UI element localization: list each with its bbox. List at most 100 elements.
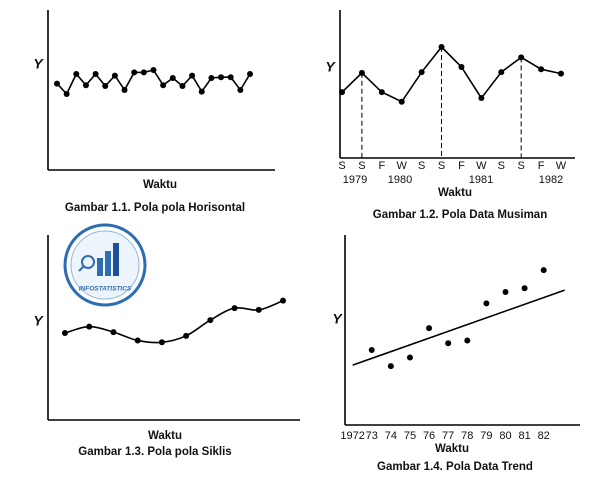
point [150, 67, 157, 73]
caption: Gambar 1.2. Pola Data Musiman [373, 209, 547, 221]
point [134, 337, 141, 344]
y-axis-label: Y [33, 56, 44, 72]
logo-bar [105, 251, 111, 276]
point [207, 317, 214, 324]
x-tick-label: W [397, 160, 408, 172]
x-tick-label: F [538, 160, 545, 172]
point [54, 80, 60, 87]
chart: Y Waktu Gambar 1.1. Pola pola Horisontal [33, 10, 275, 214]
point [398, 98, 405, 105]
point [110, 329, 117, 336]
x-tick-label: F [378, 160, 385, 172]
point [102, 83, 109, 89]
line [64, 299, 284, 344]
point [339, 89, 345, 96]
line [56, 69, 251, 96]
point [121, 87, 128, 93]
x-tick-label: 78 [461, 430, 473, 442]
x-tick-label: 74 [385, 430, 397, 442]
point [73, 71, 80, 77]
caption: Gambar 1.4. Pola Data Trend [377, 461, 533, 473]
point [86, 323, 93, 330]
x-tick-label: 77 [442, 430, 454, 442]
point [521, 285, 528, 292]
y-axis-label: Y [332, 311, 343, 327]
point [558, 70, 564, 77]
chart: Y Waktu Gambar 1.3. Pola pola Siklis [33, 235, 300, 458]
point [387, 363, 394, 370]
x-tick-label: W [556, 160, 567, 172]
point [111, 72, 118, 79]
x-tick-label: S [338, 160, 345, 172]
point [368, 346, 375, 353]
logo-bar [97, 258, 103, 276]
point [189, 72, 196, 79]
point [218, 74, 225, 81]
y-axis-label: Y [325, 59, 336, 75]
point [406, 354, 413, 361]
point [82, 82, 89, 89]
x-axis-label: Waktu [438, 187, 472, 199]
point [518, 54, 525, 61]
x-tick-label: 76 [423, 430, 435, 442]
point [498, 69, 505, 76]
period-label: 1981 [469, 174, 493, 186]
point [418, 69, 425, 76]
x-tick-label: S [358, 160, 365, 172]
y-axis-label: Y [33, 313, 44, 329]
x-tick-label: 82 [538, 430, 550, 442]
x-tick-label: 75 [404, 430, 416, 442]
logo-lens-handle [78, 265, 85, 272]
point [63, 91, 70, 97]
caption: Gambar 1.1. Pola pola Horisontal [65, 202, 245, 214]
x-tick-label: F [458, 160, 465, 172]
point [426, 325, 433, 332]
point [445, 340, 452, 347]
point [464, 337, 471, 344]
point [255, 306, 262, 313]
point [483, 300, 490, 307]
point [92, 71, 99, 77]
x-tick-label: S [438, 160, 445, 172]
period-label: 1982 [539, 174, 563, 186]
logo-lens [81, 255, 95, 269]
point [227, 74, 234, 81]
point [208, 75, 215, 81]
point [131, 69, 138, 76]
x-tick-label: 80 [499, 430, 511, 442]
point [280, 297, 286, 304]
x-tick-label: 81 [518, 430, 530, 442]
point [158, 339, 165, 346]
point [140, 69, 147, 76]
x-axis-label: Waktu [435, 443, 469, 455]
caption: Gambar 1.3. Pola pola Siklis [78, 446, 231, 458]
period-label: 1980 [388, 174, 412, 186]
point [502, 289, 509, 295]
point [478, 95, 485, 102]
point [183, 332, 190, 339]
point [169, 75, 176, 81]
x-tick-label: 79 [480, 430, 492, 442]
x-tick-label: S [498, 160, 505, 172]
point [231, 305, 238, 312]
logo-text: INFOSTATISTICS [79, 286, 132, 293]
logo-bar [113, 243, 119, 276]
line [341, 45, 562, 103]
point [540, 267, 547, 274]
period-label: 1979 [343, 174, 367, 186]
point [237, 87, 244, 93]
point [438, 44, 445, 50]
x-axis-label: Waktu [148, 430, 182, 442]
x-tick-label: 1972 [340, 430, 364, 442]
point [160, 82, 167, 89]
point [378, 89, 385, 96]
watermark-logo: INFOSTATISTICS [63, 223, 147, 307]
x-tick-label: S [518, 160, 525, 172]
trend-line [352, 289, 565, 366]
point [198, 88, 205, 95]
point [62, 330, 68, 337]
x-tick-label: 73 [366, 430, 378, 442]
x-axis-label: Waktu [143, 179, 177, 191]
